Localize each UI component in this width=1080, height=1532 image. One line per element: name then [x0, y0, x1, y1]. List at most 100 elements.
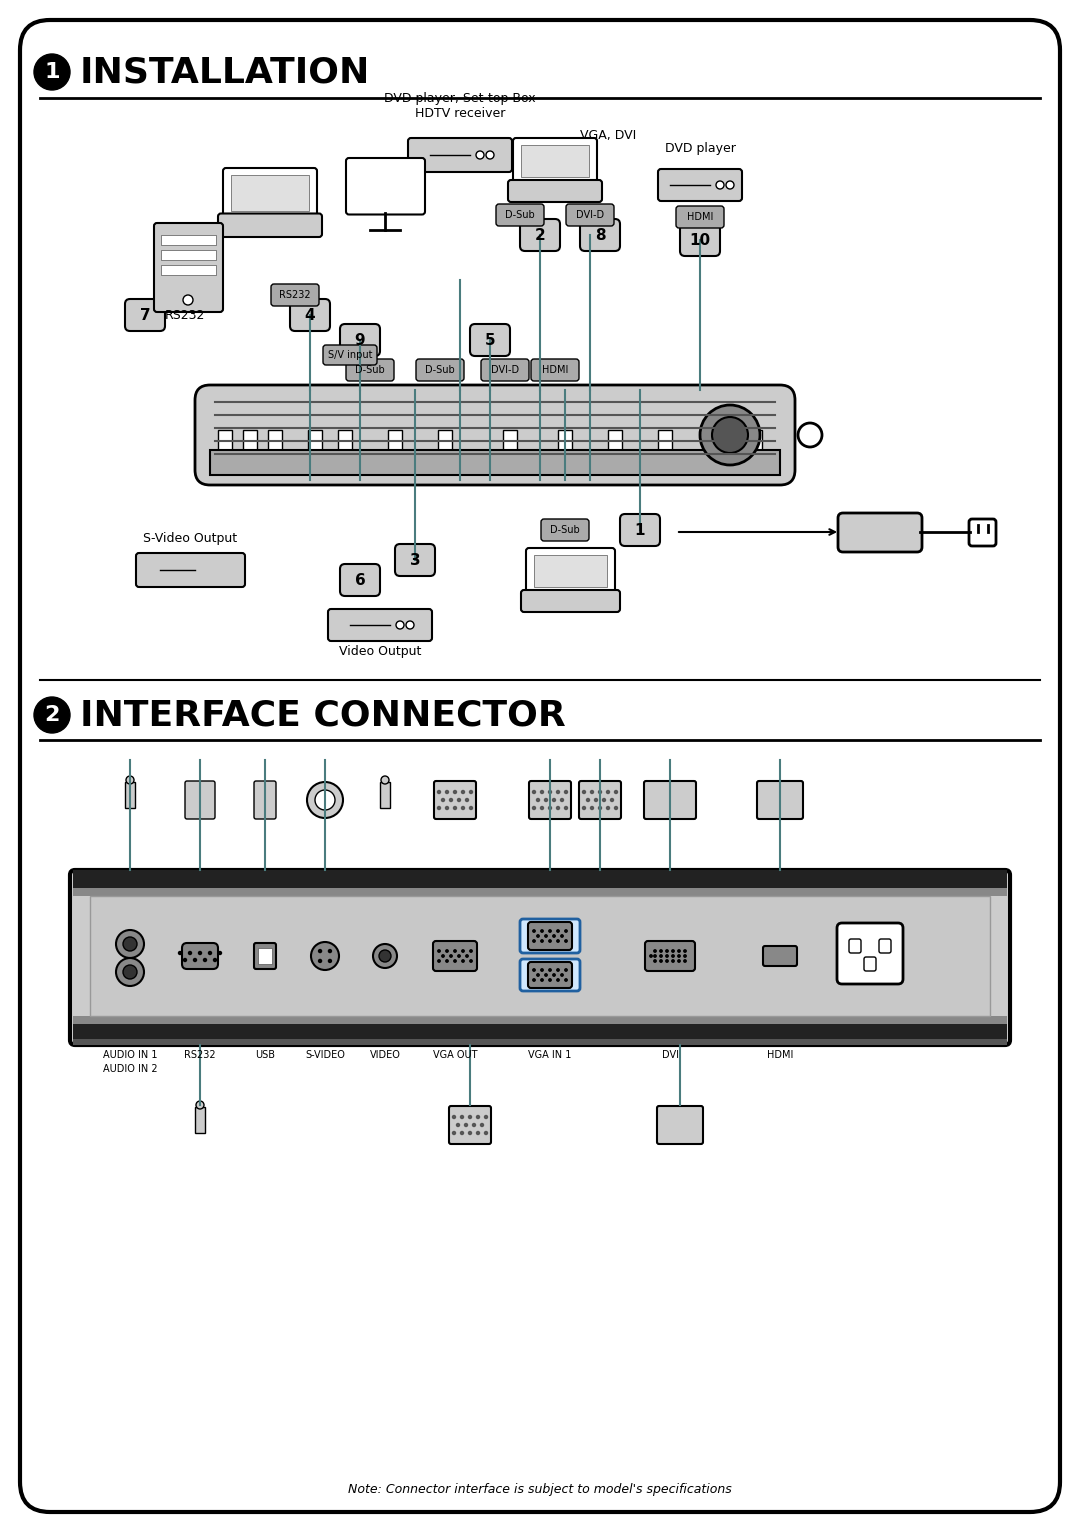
Circle shape — [123, 938, 137, 951]
Bar — [703, 430, 717, 450]
Text: DVD player: DVD player — [664, 142, 735, 155]
FancyBboxPatch shape — [864, 958, 876, 971]
FancyBboxPatch shape — [395, 544, 435, 576]
Circle shape — [557, 968, 559, 971]
FancyBboxPatch shape — [658, 169, 742, 201]
Circle shape — [208, 951, 212, 954]
Circle shape — [594, 798, 597, 801]
FancyBboxPatch shape — [434, 781, 476, 820]
Text: D-Sub: D-Sub — [505, 210, 535, 221]
Circle shape — [565, 979, 567, 980]
Circle shape — [453, 1132, 456, 1135]
FancyBboxPatch shape — [254, 944, 276, 970]
Circle shape — [532, 979, 536, 980]
Text: 4: 4 — [305, 308, 315, 323]
Circle shape — [464, 1123, 468, 1126]
FancyBboxPatch shape — [580, 219, 620, 251]
FancyBboxPatch shape — [645, 941, 696, 971]
Circle shape — [565, 939, 567, 942]
Text: 10: 10 — [689, 233, 711, 248]
Bar — [388, 430, 402, 450]
Circle shape — [672, 961, 674, 962]
Circle shape — [465, 954, 469, 958]
Circle shape — [476, 1132, 480, 1135]
FancyBboxPatch shape — [433, 941, 477, 971]
Text: 7: 7 — [139, 308, 150, 323]
FancyBboxPatch shape — [676, 205, 724, 228]
FancyBboxPatch shape — [185, 781, 215, 820]
Text: 8: 8 — [595, 227, 605, 242]
Text: VGA, DVI: VGA, DVI — [580, 129, 636, 141]
Text: DVI-D: DVI-D — [491, 365, 519, 375]
Bar — [73, 896, 1007, 1016]
Circle shape — [561, 935, 563, 938]
FancyBboxPatch shape — [644, 781, 696, 820]
Circle shape — [549, 791, 552, 794]
Circle shape — [470, 791, 473, 794]
FancyBboxPatch shape — [271, 283, 319, 306]
Bar — [231, 175, 309, 210]
Text: 2: 2 — [535, 227, 545, 242]
Circle shape — [678, 954, 680, 958]
FancyBboxPatch shape — [528, 922, 572, 950]
Circle shape — [476, 1115, 480, 1118]
FancyBboxPatch shape — [340, 323, 380, 355]
FancyBboxPatch shape — [508, 179, 602, 202]
Circle shape — [481, 1123, 484, 1126]
Circle shape — [565, 968, 567, 971]
Text: Video Output: Video Output — [339, 645, 421, 659]
Circle shape — [537, 935, 539, 938]
FancyBboxPatch shape — [620, 515, 660, 545]
Circle shape — [586, 798, 590, 801]
FancyBboxPatch shape — [579, 781, 621, 820]
Bar — [90, 896, 990, 1016]
FancyBboxPatch shape — [757, 781, 804, 820]
Circle shape — [183, 296, 193, 305]
Circle shape — [328, 950, 332, 953]
FancyBboxPatch shape — [254, 781, 276, 820]
FancyBboxPatch shape — [154, 224, 222, 313]
Circle shape — [476, 152, 484, 159]
Circle shape — [458, 798, 460, 801]
Circle shape — [195, 1102, 204, 1109]
Circle shape — [485, 1115, 487, 1118]
Circle shape — [470, 961, 472, 962]
Circle shape — [449, 954, 453, 958]
Bar — [338, 430, 352, 450]
Circle shape — [193, 959, 197, 962]
Circle shape — [582, 791, 585, 794]
Text: 1: 1 — [44, 61, 59, 83]
Circle shape — [565, 791, 567, 794]
Circle shape — [532, 930, 536, 931]
FancyBboxPatch shape — [481, 358, 529, 381]
Text: Note: Connector interface is subject to model's specifications: Note: Connector interface is subject to … — [348, 1483, 732, 1497]
FancyBboxPatch shape — [416, 358, 464, 381]
FancyBboxPatch shape — [70, 870, 1010, 1045]
FancyBboxPatch shape — [346, 358, 394, 381]
Text: AUDIO IN 1: AUDIO IN 1 — [103, 1049, 158, 1060]
Circle shape — [615, 791, 618, 794]
Bar — [521, 146, 589, 178]
Text: S/V input: S/V input — [327, 349, 373, 360]
Circle shape — [653, 950, 657, 953]
Bar — [608, 430, 622, 450]
Circle shape — [684, 950, 686, 953]
Circle shape — [189, 951, 191, 954]
Circle shape — [319, 950, 322, 953]
Circle shape — [442, 954, 444, 958]
Bar — [558, 430, 572, 450]
FancyBboxPatch shape — [328, 610, 432, 640]
FancyBboxPatch shape — [519, 919, 580, 953]
FancyBboxPatch shape — [566, 204, 615, 227]
Circle shape — [454, 791, 457, 794]
Circle shape — [458, 954, 460, 958]
Circle shape — [307, 781, 343, 818]
Circle shape — [582, 806, 585, 809]
Circle shape — [454, 961, 456, 962]
Bar — [73, 870, 1007, 889]
FancyBboxPatch shape — [519, 959, 580, 991]
Circle shape — [557, 930, 559, 931]
FancyBboxPatch shape — [657, 1106, 703, 1144]
FancyBboxPatch shape — [449, 1106, 491, 1144]
Circle shape — [726, 181, 734, 188]
